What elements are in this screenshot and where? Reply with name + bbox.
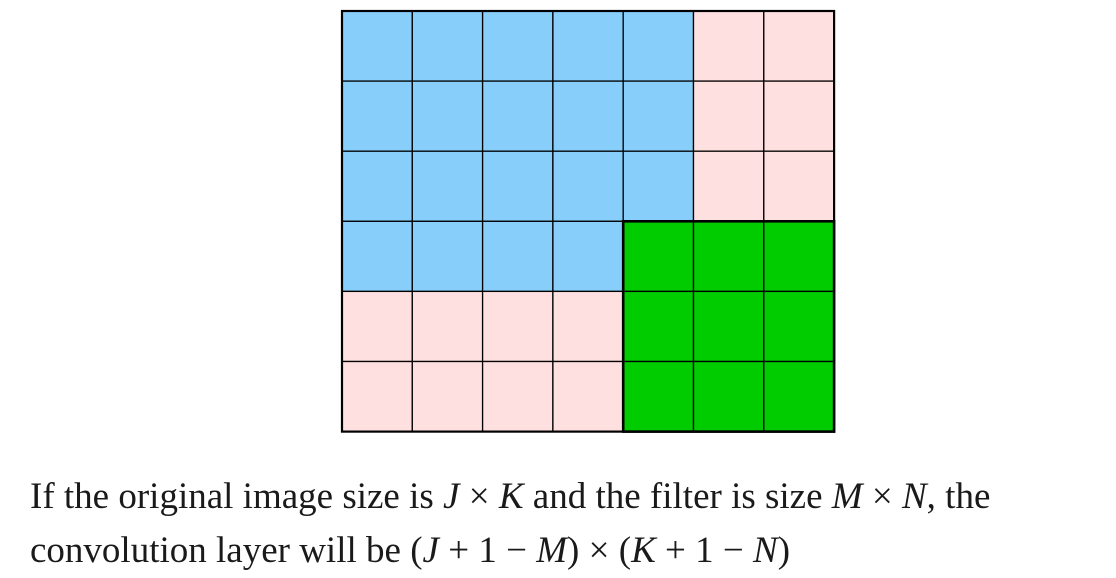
image-cell xyxy=(552,220,624,293)
padding-cell xyxy=(481,360,554,433)
image-cell xyxy=(622,150,695,222)
math-paren: ( xyxy=(618,530,632,571)
math-var-N: N xyxy=(901,476,927,517)
padding-cell xyxy=(341,360,413,433)
image-cell xyxy=(481,80,554,152)
padding-cell xyxy=(552,290,624,363)
padding-cell xyxy=(692,150,765,222)
math-var-J: J xyxy=(443,476,460,517)
caption-line-2: convolution layer will be (J + 1 − M) × … xyxy=(30,524,1116,578)
padding-cell xyxy=(763,80,835,152)
caption-text: If the original image size is J × K and … xyxy=(30,470,1116,578)
math-var-M: M xyxy=(536,530,568,571)
padding-cell xyxy=(481,290,554,363)
caption-text-segment: convolution layer will be xyxy=(30,530,411,571)
math-plus: + xyxy=(448,530,470,571)
image-cell xyxy=(341,80,413,152)
image-cell xyxy=(552,150,624,222)
image-cell xyxy=(552,80,624,152)
caption-text-segment: If the original image size is xyxy=(30,476,444,517)
math-times: × xyxy=(588,530,610,571)
image-cell xyxy=(622,80,695,152)
math-var-J: J xyxy=(422,530,439,571)
image-cell xyxy=(552,10,624,82)
math-minus: − xyxy=(722,530,744,571)
math-var-K: K xyxy=(631,530,656,571)
padding-cell xyxy=(552,360,624,433)
image-cell xyxy=(411,220,484,293)
math-plus: + xyxy=(665,530,686,571)
math-paren: ) xyxy=(777,530,791,571)
image-cell xyxy=(481,220,554,293)
padding-cell xyxy=(411,360,484,433)
filter-cell xyxy=(763,360,835,433)
math-minus: − xyxy=(506,530,527,571)
math-paren: ) xyxy=(567,530,580,571)
padding-cell xyxy=(763,150,835,222)
padding-cell xyxy=(692,10,765,82)
image-cell xyxy=(622,10,695,82)
filter-cell xyxy=(763,290,835,363)
filter-region-border xyxy=(621,220,836,433)
image-cell xyxy=(341,10,413,82)
padding-cell xyxy=(763,10,835,82)
image-cell xyxy=(481,150,554,222)
math-times: × xyxy=(468,476,490,517)
math-var-M: M xyxy=(831,476,863,517)
filter-cell xyxy=(763,220,835,293)
image-cell xyxy=(341,220,413,293)
filter-cell xyxy=(692,220,765,293)
caption-text-segment: , the xyxy=(926,476,991,517)
padding-cell xyxy=(692,80,765,152)
padding-cell xyxy=(341,290,413,363)
caption-line-1: If the original image size is J × K and … xyxy=(30,470,1116,524)
filter-cell xyxy=(622,220,695,293)
filter-cell xyxy=(692,290,765,363)
image-cell xyxy=(411,150,484,222)
caption-text-segment: and the filter is size xyxy=(523,476,832,517)
image-cell xyxy=(341,150,413,222)
math-times: × xyxy=(871,476,893,517)
image-cell xyxy=(481,10,554,82)
math-paren: ( xyxy=(410,530,423,571)
convolution-grid-diagram xyxy=(340,9,836,433)
math-var-N: N xyxy=(753,530,778,571)
padding-cell xyxy=(411,290,484,363)
math-var-K: K xyxy=(498,476,524,517)
filter-cell xyxy=(692,360,765,433)
image-cell xyxy=(411,10,484,82)
math-one: 1 xyxy=(478,530,497,571)
filter-cell xyxy=(622,290,695,363)
image-cell xyxy=(411,80,484,152)
math-one: 1 xyxy=(695,530,714,571)
filter-cell xyxy=(622,360,695,433)
